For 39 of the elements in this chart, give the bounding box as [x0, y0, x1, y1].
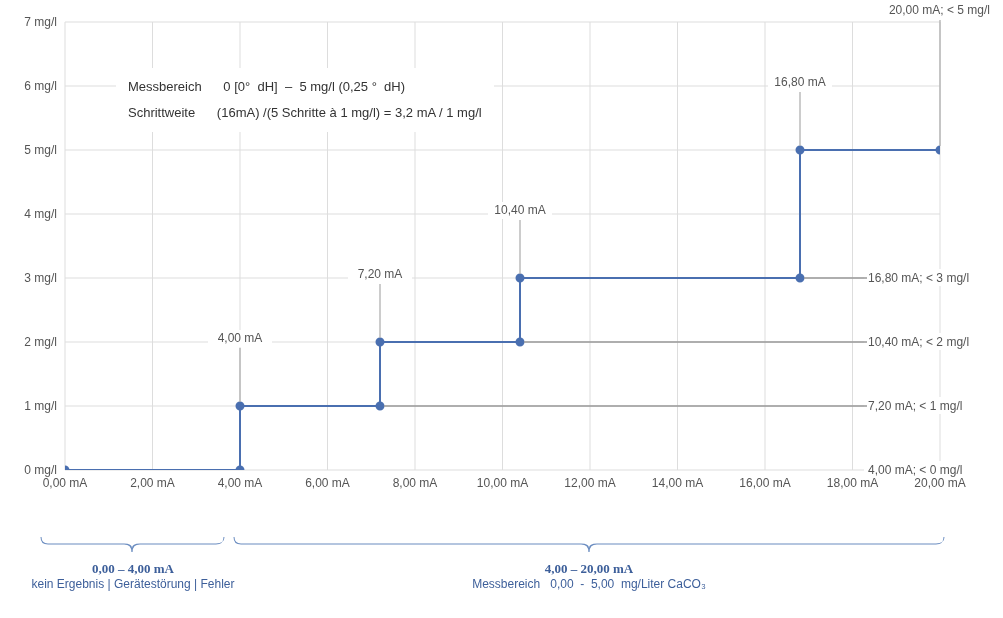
point	[795, 273, 805, 283]
text: 0,00 – 4,00 mA	[92, 561, 174, 576]
x-tick-label: 4,00 mA	[217, 475, 263, 490]
text: Messbereich 0,00 - 5,00 mg/Liter CaCO₃	[472, 577, 706, 591]
y-tick-label: 3 mg/l	[24, 271, 57, 286]
annotation: 10,40 mA; < 2 mg/l	[868, 335, 970, 349]
point	[515, 273, 525, 283]
annotation: 16,80 mA; < 3 mg/l	[868, 271, 970, 285]
y-tick-label: 5 mg/l	[24, 143, 57, 158]
x-tick-label: 18,00 mA	[826, 475, 879, 490]
annotation: 4,00 mA	[217, 331, 263, 345]
x-tick-label: 14,00 mA	[651, 475, 704, 490]
text: kein Ergebnis | Gerätestörung | Fehler	[31, 577, 235, 591]
y-tick-label: 0 mg/l	[24, 463, 57, 478]
annotation: 4,00 mA; < 0 mg/l	[868, 463, 963, 477]
point	[375, 401, 385, 411]
annotation: 20,00 mA; < 5 mg/l	[888, 3, 990, 17]
x-tick-label: 2,00 mA	[130, 475, 175, 490]
y-tick-label: 4 mg/l	[24, 207, 57, 222]
x-tick-label: 6,00 mA	[305, 475, 350, 490]
annotation: 10,40 mA	[494, 203, 546, 217]
x-tick-label: 12,00 mA	[564, 475, 616, 490]
x-tick-label: 16,00 mA	[739, 475, 791, 490]
y-tick-label: 2 mg/l	[24, 335, 57, 350]
y-tick-label: 1 mg/l	[24, 399, 57, 414]
point	[375, 337, 385, 347]
annotation: 16,80 mA	[774, 75, 826, 89]
point	[235, 401, 245, 411]
annotation: Messbereich 0 [0° dH] – 5 mg/l (0,25 ° dH)	[128, 79, 406, 94]
text: 4,00 – 20,00 mA	[544, 561, 634, 576]
point	[515, 337, 525, 347]
y-tick-label: 6 mg/l	[24, 79, 57, 94]
annotation: 7,20 mA	[357, 267, 403, 281]
x-tick-label: 10,00 mA	[476, 475, 529, 490]
point	[795, 145, 805, 155]
annotation: 7,20 mA; < 1 mg/l	[868, 399, 963, 413]
y-tick-label: 7 mg/l	[24, 15, 57, 30]
x-tick-label: 8,00 mA	[392, 475, 438, 490]
annotation: Schrittweite (16mA) /(5 Schritte à 1 mg/l) = 3,2 mA / 1 mg/l	[128, 105, 482, 120]
